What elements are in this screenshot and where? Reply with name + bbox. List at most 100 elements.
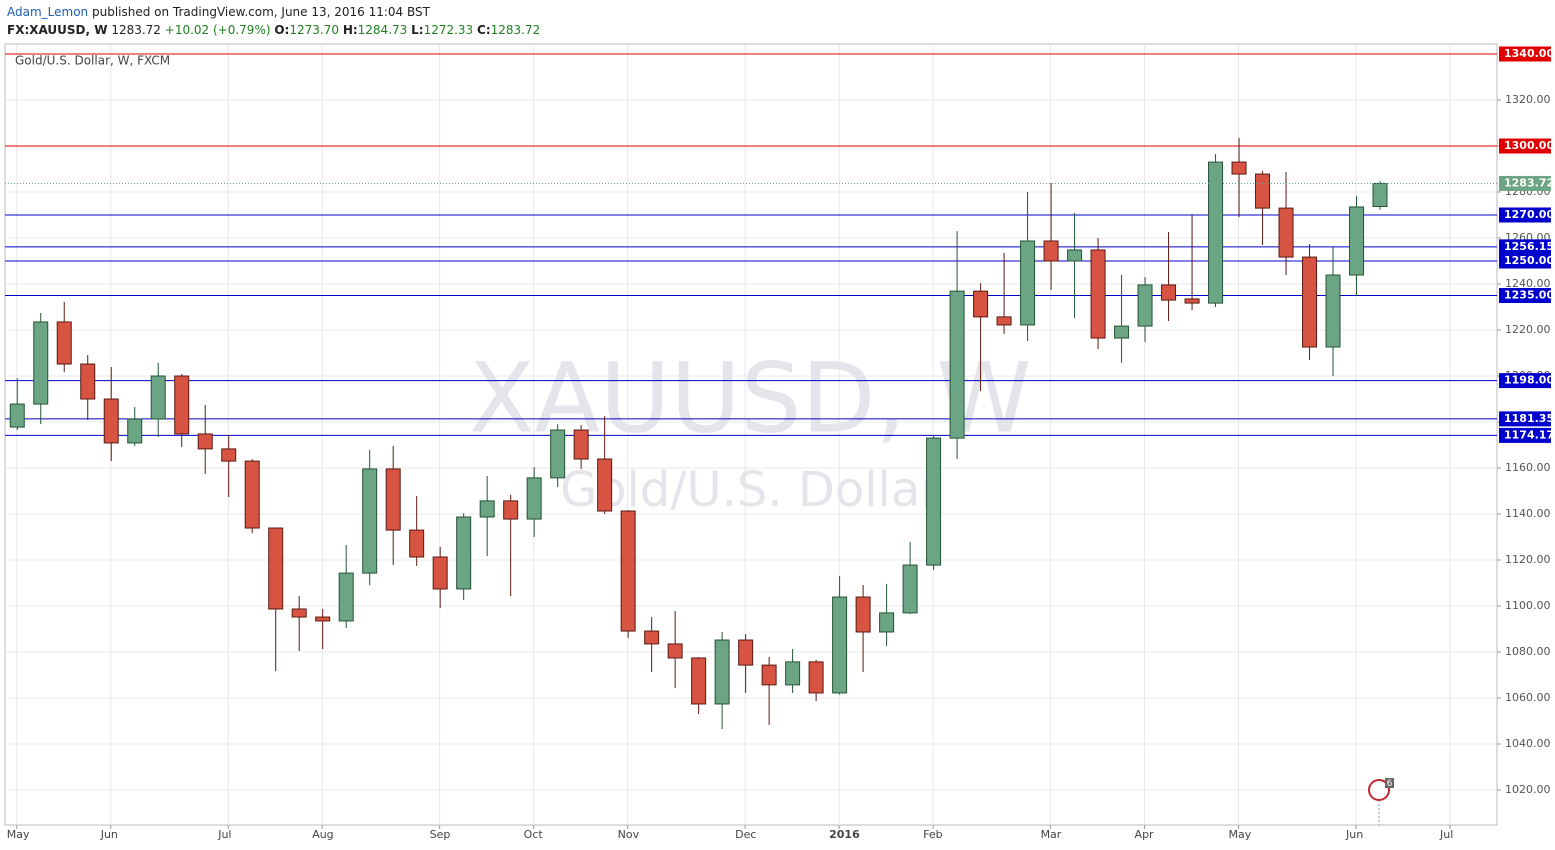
level-label: 1300.00 (1504, 139, 1554, 152)
y-tick-label: 1320.00 (1505, 93, 1551, 106)
candle-body (1067, 249, 1083, 262)
candle-body (56, 321, 72, 365)
author[interactable]: Adam_Lemon (7, 5, 89, 19)
level-box (1499, 427, 1551, 443)
quote-value: 1273.70 (289, 23, 339, 37)
candle-body (1231, 161, 1247, 175)
candle-body (315, 616, 331, 622)
candle-body (926, 437, 942, 566)
x-tick-label: Mar (1041, 828, 1062, 841)
candle-body (33, 321, 49, 405)
x-tick-label: Jul (1439, 828, 1453, 841)
event-badge-bg (1385, 778, 1394, 788)
x-tick-label: Jun (100, 828, 118, 841)
quote-value: 1284.73 (357, 23, 408, 37)
y-tick-label: 1220.00 (1505, 323, 1551, 336)
candle-body (103, 398, 119, 444)
candle-body (1278, 207, 1294, 258)
x-tick-label: Feb (923, 828, 942, 841)
level-box (1499, 46, 1551, 62)
published: published on TradingView.com, June 13, 2… (91, 5, 430, 19)
level-label: 1270.00 (1504, 208, 1554, 221)
candle-body (1090, 249, 1106, 339)
candle-body (362, 468, 378, 574)
candle-body (644, 630, 660, 645)
level-label: 1174.17 (1504, 428, 1554, 441)
candle-body (1137, 284, 1153, 327)
candle-body (550, 429, 566, 479)
candle-body (1114, 325, 1130, 339)
chart-title: Gold/U.S. Dollar, W, FXCM (15, 54, 170, 68)
y-tick-label: 1160.00 (1505, 461, 1551, 474)
event-icon[interactable] (1368, 779, 1390, 801)
x-tick-label: 2016 (829, 828, 860, 841)
x-tick-label: Dec (735, 828, 756, 841)
candle-body (996, 316, 1012, 326)
plot-frame (4, 43, 1498, 826)
x-tick-label: Aug (312, 828, 333, 841)
publish-line: Adam_Lemon published on TradingView.com,… (7, 3, 540, 21)
candle-body (1255, 173, 1271, 209)
x-tick-label: Oct (524, 828, 544, 841)
candle-body (456, 516, 472, 590)
candle-body (80, 363, 96, 400)
quotes: O:1273.70 H:1284.73 L:1272.33 C:1283.72 (274, 23, 540, 37)
symbol: FX:XAUUSD, W (7, 23, 108, 37)
candle-body (597, 458, 613, 512)
candle-body (503, 500, 519, 520)
candle-body (1161, 284, 1177, 301)
last-price-box (1499, 175, 1551, 191)
change: +10.02 (+0.79%) (164, 23, 271, 37)
y-tick-label: 1080.00 (1505, 645, 1551, 658)
y-tick-label: 1060.00 (1505, 691, 1551, 704)
level-label: 1181.35 (1504, 412, 1554, 425)
y-tick-label: 1240.00 (1505, 277, 1551, 290)
quote-label: O: (274, 23, 290, 37)
x-tick-label: May (7, 828, 30, 841)
quote-label: C: (477, 23, 491, 37)
candle-body (409, 529, 425, 558)
candle-body (291, 608, 307, 618)
candle-body (808, 661, 824, 694)
level-label: 1256.15 (1504, 240, 1554, 253)
candle-body (1020, 240, 1036, 326)
level-box (1499, 239, 1551, 255)
event-badge: 6 (1387, 779, 1393, 789)
candle-body (714, 639, 730, 705)
candle-body (738, 639, 754, 666)
level-box (1499, 253, 1551, 269)
y-tick-label: 1040.00 (1505, 737, 1551, 750)
candle-body (667, 643, 683, 659)
candle-body (949, 290, 965, 439)
candle-body (879, 612, 895, 633)
quote-line: FX:XAUUSD, W 1283.72 +10.02 (+0.79%) O:1… (7, 21, 540, 39)
candle-body (855, 596, 871, 633)
level-box (1499, 411, 1551, 427)
candle-body (479, 500, 495, 518)
level-box (1499, 138, 1551, 154)
candle-body (573, 429, 589, 460)
candle-body (127, 418, 143, 444)
candle-body (832, 596, 848, 694)
y-tick-label: 1120.00 (1505, 553, 1551, 566)
x-tick-label: Nov (618, 828, 640, 841)
x-tick-label: Jun (1345, 828, 1363, 841)
candle-body (174, 375, 190, 435)
quote-value: 1283.72 (490, 23, 541, 37)
candle-body (338, 572, 354, 622)
candle-body (526, 477, 542, 520)
last-price-label: 1283.72 (1504, 176, 1554, 189)
candle-body (902, 564, 918, 614)
candle-body (1208, 161, 1224, 304)
x-tick-label: Jul (217, 828, 231, 841)
candle-body (691, 657, 707, 705)
candle-body (432, 556, 448, 590)
candle-body (761, 664, 777, 686)
candle-body (244, 460, 260, 529)
quote-label: H: (342, 23, 358, 37)
y-tick-label: 1100.00 (1505, 599, 1551, 612)
candle-body (268, 527, 284, 610)
candle-body (221, 448, 237, 462)
